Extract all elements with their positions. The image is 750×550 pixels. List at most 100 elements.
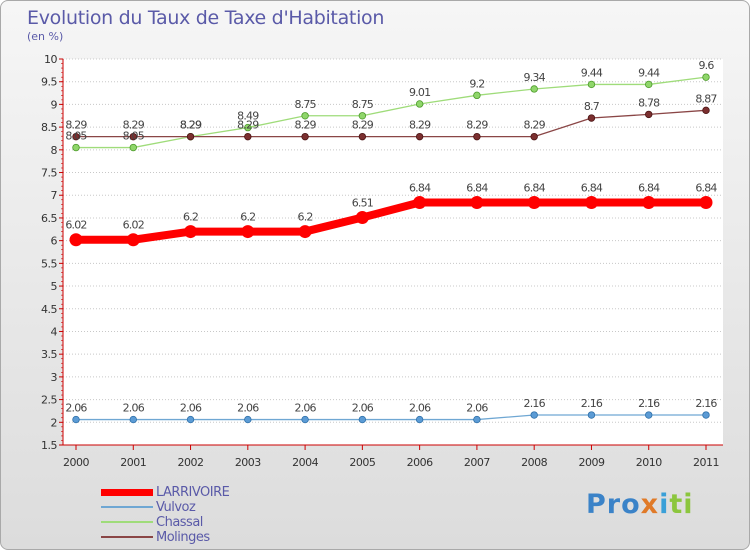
data-point [244, 123, 252, 132]
data-point [530, 85, 538, 93]
data-label: 8.87 [695, 92, 717, 105]
x-tick-label: 2002 [178, 456, 204, 469]
y-tick-label: 6 [51, 235, 58, 248]
data-point [129, 143, 137, 152]
data-label: 9.2 [469, 77, 484, 90]
y-tick-label: 8.5 [41, 121, 57, 134]
data-label: 8.29 [65, 119, 87, 132]
data-label: 8.75 [352, 98, 374, 111]
y-tick-label: 5.5 [41, 257, 57, 270]
x-tick-label: 2011 [693, 456, 719, 469]
y-tick-label: 7.5 [41, 167, 57, 180]
data-label: 2.06 [294, 402, 316, 415]
legend-label: LARRIVOIRE [156, 485, 230, 500]
y-tick-label: 6.5 [41, 212, 57, 225]
data-point [358, 415, 367, 424]
series-line-vulvoz [76, 414, 706, 421]
data-label: 2.06 [123, 402, 145, 415]
legend-swatch [101, 521, 153, 523]
data-label: 6.02 [65, 219, 86, 232]
data-label: 6.84 [466, 182, 488, 195]
data-label: 2.16 [581, 397, 603, 410]
data-point [645, 110, 653, 119]
data-point [301, 132, 309, 141]
chart-title: Evolution du Taux de Taxe d'Habitation [27, 7, 385, 29]
series-line-larrivoire [76, 198, 706, 244]
x-tick-label: 2008 [521, 456, 547, 469]
data-label: 2.06 [237, 402, 259, 415]
data-point [355, 210, 369, 224]
data-label: 6.84 [581, 182, 603, 195]
data-point [587, 411, 596, 419]
data-point [129, 132, 137, 141]
data-point [415, 415, 424, 424]
data-point [241, 225, 255, 239]
x-tick-label: 2010 [636, 456, 662, 469]
data-point [244, 415, 252, 424]
data-label: 8.05 [123, 130, 145, 143]
data-label: 2.06 [352, 402, 374, 415]
x-tick-label: 2005 [349, 456, 375, 469]
y-tick-label: 7 [51, 189, 58, 202]
legend-label: Vulvoz [156, 500, 196, 515]
x-tick-label: 2003 [235, 456, 261, 469]
data-label: 8.75 [294, 98, 316, 111]
data-label: 6.2 [240, 211, 255, 224]
data-point [645, 80, 653, 89]
data-label: 2.16 [695, 397, 717, 410]
x-tick-label: 2006 [407, 456, 433, 469]
y-tick-label: 2.5 [41, 394, 57, 407]
data-label: 6.2 [183, 211, 198, 224]
data-point [69, 233, 83, 247]
data-label: 2.16 [524, 397, 546, 410]
y-tick-label: 3.5 [41, 348, 57, 361]
data-label: 6.84 [409, 182, 431, 195]
data-point [186, 415, 195, 424]
data-label: 9.44 [638, 66, 660, 79]
data-point [702, 106, 710, 115]
x-tick-label: 2004 [292, 456, 318, 469]
y-tick-label: 3 [51, 371, 58, 384]
data-label: 8.29 [466, 119, 488, 132]
data-point [298, 225, 312, 239]
data-point [186, 132, 195, 141]
data-label: 9.44 [581, 66, 603, 79]
data-label: 2.06 [65, 402, 87, 415]
data-point [72, 415, 80, 424]
data-label: 8.49 [237, 110, 259, 123]
data-point [642, 196, 656, 210]
data-label: 8.29 [180, 119, 202, 132]
data-point [301, 112, 309, 120]
y-tick-label: 4.5 [41, 303, 57, 316]
data-label: 8.29 [409, 119, 431, 132]
data-point [645, 411, 653, 419]
data-point [301, 415, 309, 424]
data-label: 2.16 [638, 397, 660, 410]
data-point [530, 132, 538, 141]
legend-swatch [101, 506, 153, 508]
y-tick-label: 9 [51, 98, 58, 111]
data-point [699, 196, 713, 210]
data-point [530, 411, 538, 419]
series-line-molinges [76, 109, 707, 138]
plot-area [63, 59, 723, 445]
legend-label: Chassal [156, 515, 203, 530]
data-point [413, 196, 427, 210]
legend-label: Molinges [156, 530, 210, 545]
data-point [702, 73, 710, 81]
data-label: 8.78 [638, 96, 660, 109]
data-label: 8.29 [294, 119, 316, 132]
data-label: 6.84 [638, 182, 660, 195]
x-tick-label: 2000 [63, 456, 89, 469]
data-label: 6.84 [695, 182, 717, 195]
data-label: 2.06 [180, 402, 202, 415]
y-tick-label: 4 [51, 325, 58, 338]
data-label: 2.06 [409, 402, 431, 415]
legend-swatch [101, 488, 153, 496]
data-label: 6.2 [298, 211, 313, 224]
data-point [473, 415, 481, 424]
data-label: 8.29 [180, 119, 202, 132]
data-point [470, 196, 484, 210]
